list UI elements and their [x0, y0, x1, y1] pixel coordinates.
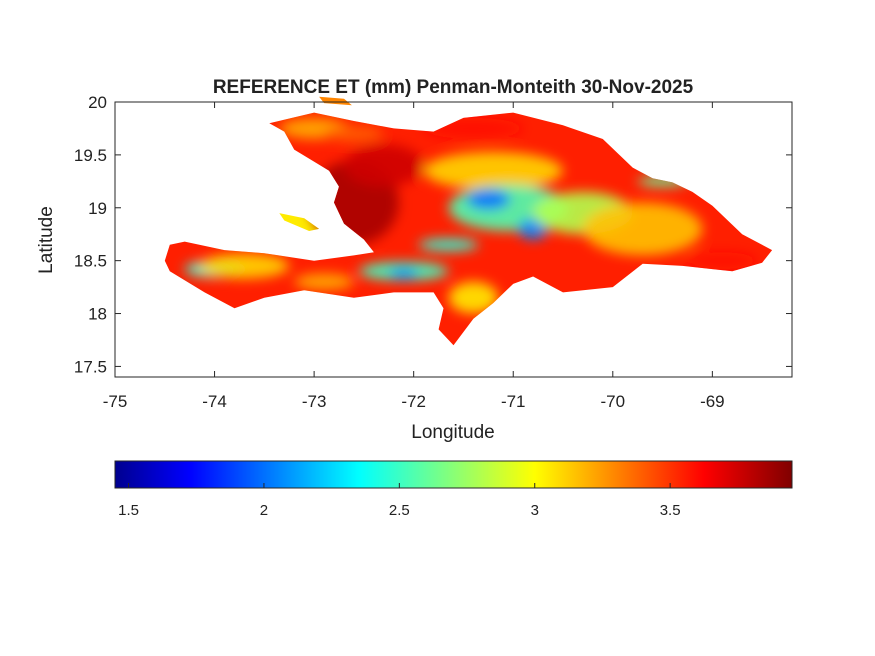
y-tick-label: 20	[88, 93, 107, 112]
cibao-yellow-patch	[423, 151, 564, 190]
map-title: REFERENCE ET (mm) Penman-Monteith 30-Nov…	[213, 77, 694, 98]
south-range-blue-patch	[388, 268, 419, 279]
gonave-island-land	[279, 213, 320, 231]
colorbar-tick-label: 2.5	[389, 502, 410, 519]
southern-peninsula-yellow-patch	[294, 273, 354, 291]
colorbar-tick-label: 3	[531, 502, 539, 519]
x-tick-label: -70	[601, 392, 626, 411]
tortuga-island-land	[319, 96, 352, 106]
x-tick-label: -73	[302, 392, 327, 411]
y-tick-label: 19	[88, 199, 107, 218]
colorbar-tick-label: 2	[260, 502, 268, 519]
colorbar-tick-label: 1.5	[118, 502, 139, 519]
artibonite-dark-patch	[343, 144, 424, 187]
y-axis-ticks: 17.5 18 18.5 19 19.5 20	[74, 93, 792, 376]
x-axis-ticks: -75 -74 -73 -72 -71 -70 -69	[103, 102, 725, 411]
northwest-coast-orange-patch	[324, 125, 384, 143]
y-tick-label: 19.5	[74, 146, 107, 165]
y-tick-label: 18.5	[74, 252, 107, 271]
x-tick-label: -71	[501, 392, 526, 411]
colorbar-tick-label: 3.5	[660, 502, 681, 519]
southeast-coast-red-patch	[687, 252, 758, 270]
map-axes-frame	[114, 101, 793, 378]
y-axis-label: Latitude	[36, 206, 57, 274]
x-tick-label: -72	[401, 392, 426, 411]
colorbar-ticks: 1.5 2 2.5 3 3.5	[118, 483, 681, 519]
southwest-yellow-patch	[199, 253, 290, 279]
sierra-neiba-cyan-patch	[418, 238, 479, 252]
x-tick-label: -69	[700, 392, 725, 411]
y-tick-label: 18	[88, 305, 107, 324]
colorbar	[114, 460, 793, 489]
cordillera-blue-1-patch	[466, 188, 511, 210]
y-tick-label: 17.5	[74, 357, 107, 376]
baoruco-yellow-patch	[448, 281, 499, 314]
x-axis-label: Longitude	[411, 422, 494, 443]
eastern-yellow-patch	[582, 202, 703, 256]
x-tick-label: -74	[202, 392, 227, 411]
x-tick-label: -75	[103, 392, 128, 411]
